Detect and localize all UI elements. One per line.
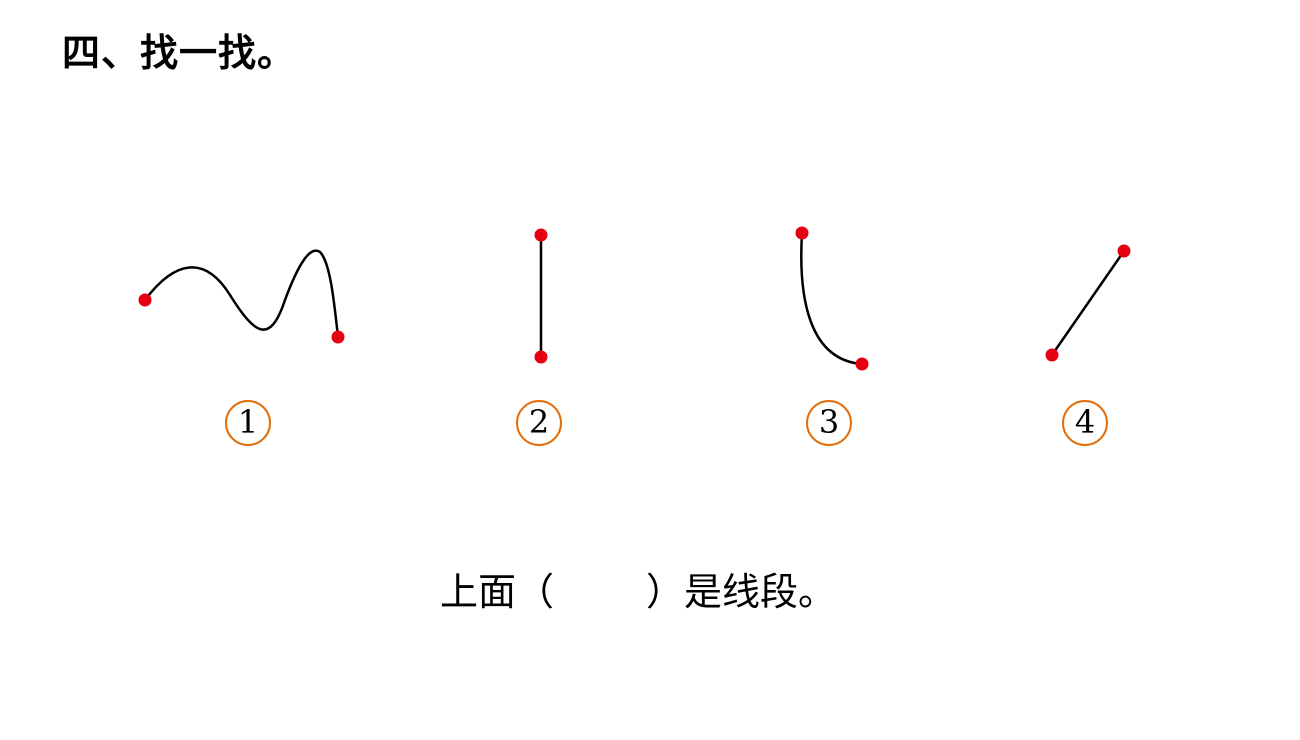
endpoint-dot — [138, 293, 152, 307]
endpoint-dot — [855, 357, 869, 371]
question-sentence: 上面（ ）是线段。 — [440, 566, 836, 618]
endpoint-dot — [1117, 244, 1131, 258]
figure-3-curve — [795, 226, 869, 371]
endpoint-dot — [1045, 348, 1059, 362]
endpoint-dot — [534, 350, 548, 364]
endpoint-dot — [331, 330, 345, 344]
figure-2-segment — [534, 228, 548, 364]
figure-label-4: 4 — [1062, 400, 1108, 446]
figure-label-1: 1 — [225, 400, 271, 446]
endpoint-dot — [534, 228, 548, 242]
question-prefix: 上面（ — [440, 570, 555, 614]
exercise-title: 四、找一找。 — [62, 30, 297, 75]
figure-label-3: 3 — [806, 400, 852, 446]
figure-label-2: 2 — [516, 400, 562, 446]
question-suffix: ）是线段。 — [646, 570, 837, 614]
figure-4-segment — [1045, 244, 1131, 362]
figure-1-curve — [138, 249, 345, 344]
endpoint-dot — [795, 226, 809, 240]
